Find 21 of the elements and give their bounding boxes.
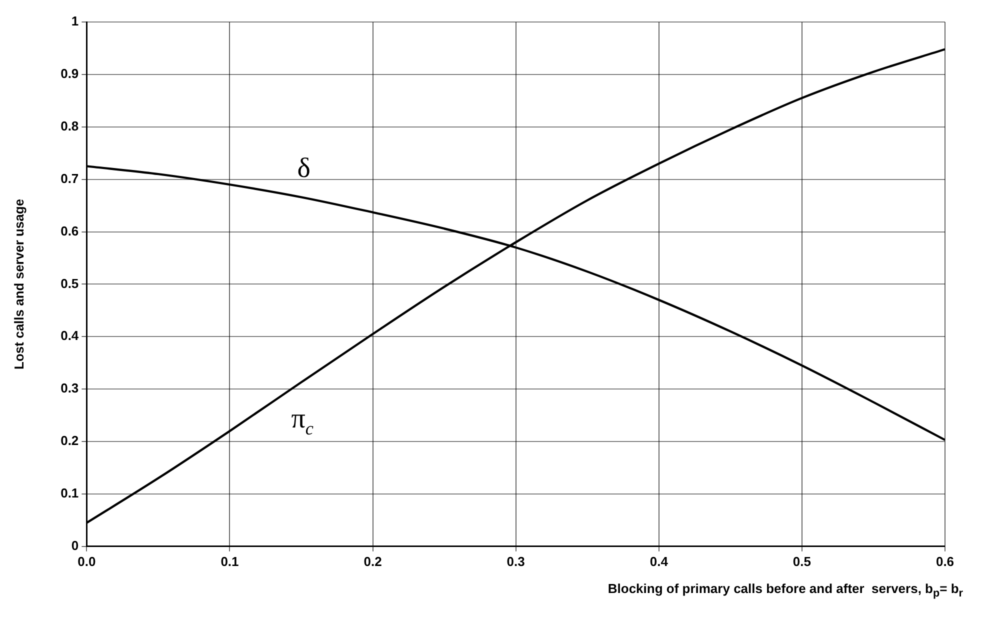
x-tick-label: 0.4 <box>650 554 669 569</box>
y-tick-label: 0.6 <box>60 223 79 238</box>
x-tick-label: 0.0 <box>78 554 96 569</box>
y-tick-label: 0.9 <box>60 66 79 82</box>
y-tick-label: 0.8 <box>60 118 79 134</box>
y-tick-label: 0.7 <box>60 170 79 186</box>
x-axis-title: Blocking of primary calls before and after servers, b$_{p}$= b$_{r}$ <box>606 581 964 600</box>
y-axis-title: Lost calls and server usage <box>11 198 26 370</box>
y-tick-label: 1 <box>71 14 79 29</box>
series-label: δ <box>297 153 310 184</box>
y-tick-label: 0 <box>71 538 79 553</box>
x-tick-label: 0.1 <box>220 554 239 569</box>
y-tick-label: 0.2 <box>60 433 79 448</box>
x-tick-label: 0.6 <box>936 554 954 569</box>
x-tick-label: 0.2 <box>364 554 382 569</box>
y-tick-label: 0.4 <box>60 328 80 344</box>
y-tick-label: 0.3 <box>60 380 79 396</box>
y-tick-label: 0.5 <box>60 276 79 291</box>
x-tick-label: 0.3 <box>506 554 525 569</box>
x-tick-label: 0.5 <box>792 554 811 569</box>
y-tick-label: 0.1 <box>60 486 79 501</box>
